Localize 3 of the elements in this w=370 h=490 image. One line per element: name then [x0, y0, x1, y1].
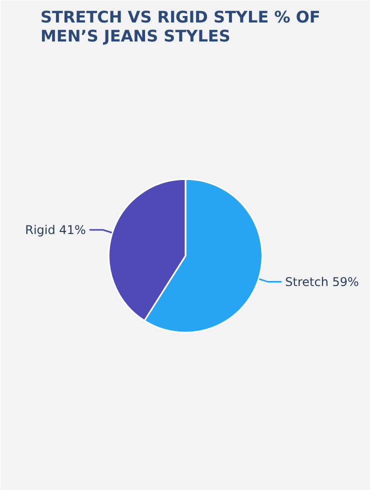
slice-label: Rigid 41% [25, 222, 86, 237]
chart-title: STRETCH VS RIGID STYLE % OF MEN’S JEANS STYLES [40, 8, 320, 46]
slice-label: Stretch 59% [285, 274, 359, 289]
